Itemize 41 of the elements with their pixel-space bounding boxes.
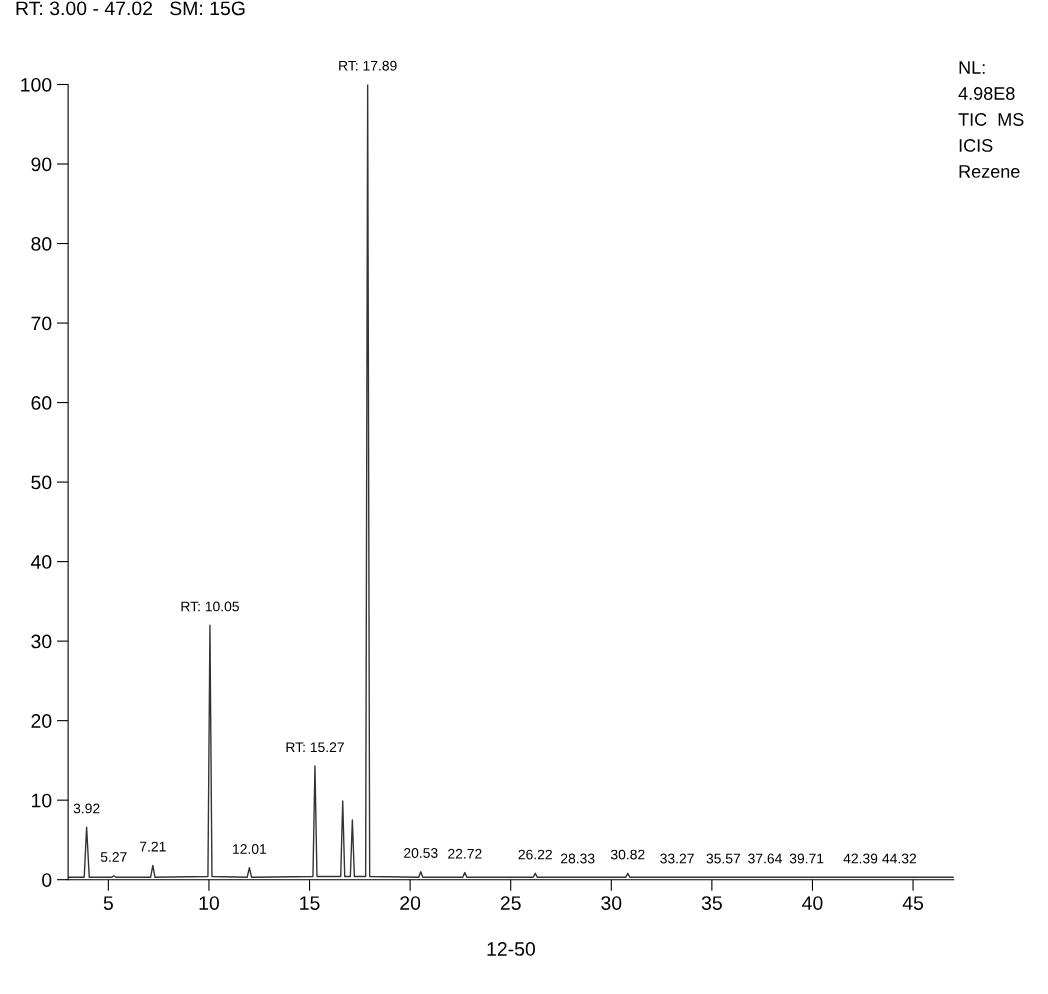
- x-tick-label: 45: [902, 896, 924, 910]
- annotation: RT: 17.89: [339, 60, 397, 71]
- annotation: 22.72: [448, 848, 482, 859]
- y-tick-label: 20: [31, 714, 52, 728]
- text: NL: 4.98E8 TIC MS ICIS Rezene: [958, 61, 1024, 178]
- annotation: 35.57: [706, 853, 741, 864]
- annotation: 20.53: [404, 848, 438, 858]
- y-tick-label: 100: [21, 77, 52, 92]
- y-tick-label: 40: [30, 555, 52, 569]
- y-tick-label: 60: [31, 396, 52, 410]
- x-tick-label: 25: [500, 896, 521, 910]
- annotation: RT: 15.27: [286, 742, 344, 753]
- annotation: 30.82: [610, 849, 645, 860]
- annotation: 26.22: [518, 849, 552, 860]
- annotation: 33.27: [660, 853, 694, 864]
- y-tick-label: 50: [31, 475, 52, 490]
- annotation: RT: 10.05: [181, 601, 239, 612]
- y-tick-label: 80: [31, 237, 52, 251]
- x-tick-label: 35: [701, 896, 722, 910]
- x-tick-label: 5: [103, 896, 113, 910]
- x-tick-label: 15: [300, 896, 320, 910]
- y-tick-label: 30: [31, 634, 52, 649]
- annotation: 12.01: [233, 844, 267, 854]
- annotation: 3.92: [73, 803, 100, 814]
- annotation: 42.39: [843, 853, 878, 864]
- annotation: 44.32: [882, 853, 917, 864]
- x-tick-label: 40: [802, 896, 823, 910]
- annotation: 39.71: [789, 853, 824, 864]
- chart-title: RT: 3.00 - 47.02 SM: 15G: [16, 1, 245, 16]
- y-tick-label: 10: [32, 793, 52, 808]
- y-tick-label: 90: [31, 157, 52, 172]
- x-tick-label: 30: [601, 896, 622, 910]
- y-tick-label: 70: [31, 316, 52, 331]
- x-tick-label: 10: [199, 896, 219, 910]
- annotation: 5.27: [100, 852, 127, 862]
- x-axis-title: 12-50: [487, 942, 536, 956]
- annotation: 7.21: [140, 841, 166, 852]
- annotation: 28.33: [561, 853, 595, 864]
- annotation: 37.64: [748, 853, 782, 864]
- x-tick-label: 20: [400, 896, 421, 910]
- y-tick-label: 0: [42, 873, 52, 887]
